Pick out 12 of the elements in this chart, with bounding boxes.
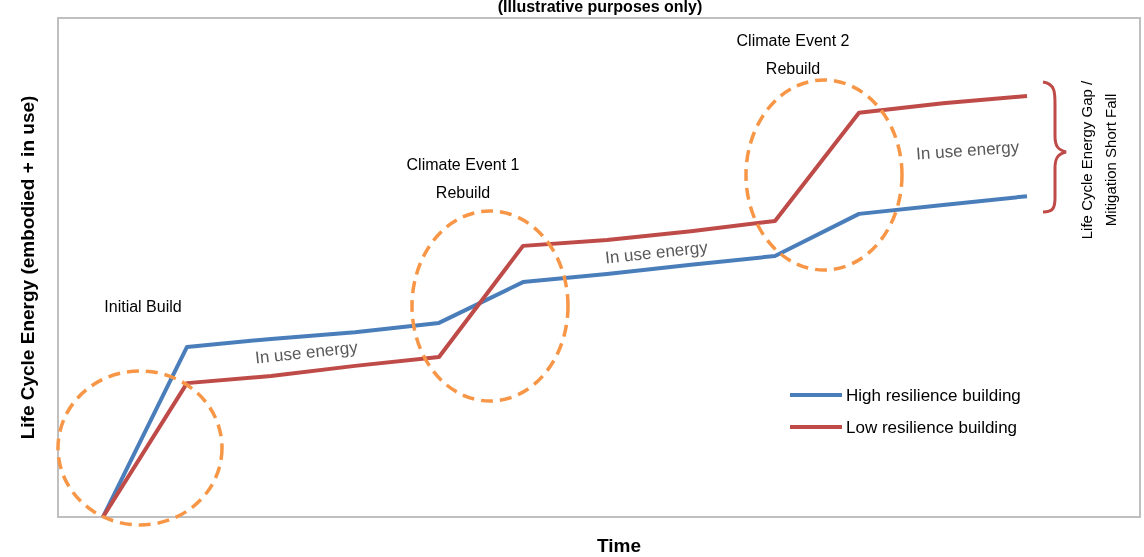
- annotation: Life Cycle Energy Gap / Mitigation Short Fall: [1078, 79, 1119, 240]
- chart-title: (Illustrative purposes only): [497, 0, 703, 15]
- annotation: In use energy: [604, 237, 710, 268]
- y-axis-title: Life Cycle Energy (embodied + in use): [17, 95, 38, 440]
- legend-label: High resilience building: [846, 386, 1021, 405]
- x-axis-title: Time: [596, 535, 642, 556]
- annotation: Climate Event 1 Rebuild: [406, 156, 520, 201]
- annotation: Initial Build: [104, 298, 182, 315]
- annotation: In use energy: [915, 137, 1021, 164]
- text: Climate Event 2 Rebuild: [736, 32, 850, 77]
- legend-label: Low resilience building: [846, 418, 1018, 437]
- annotation: In use energy: [254, 337, 360, 368]
